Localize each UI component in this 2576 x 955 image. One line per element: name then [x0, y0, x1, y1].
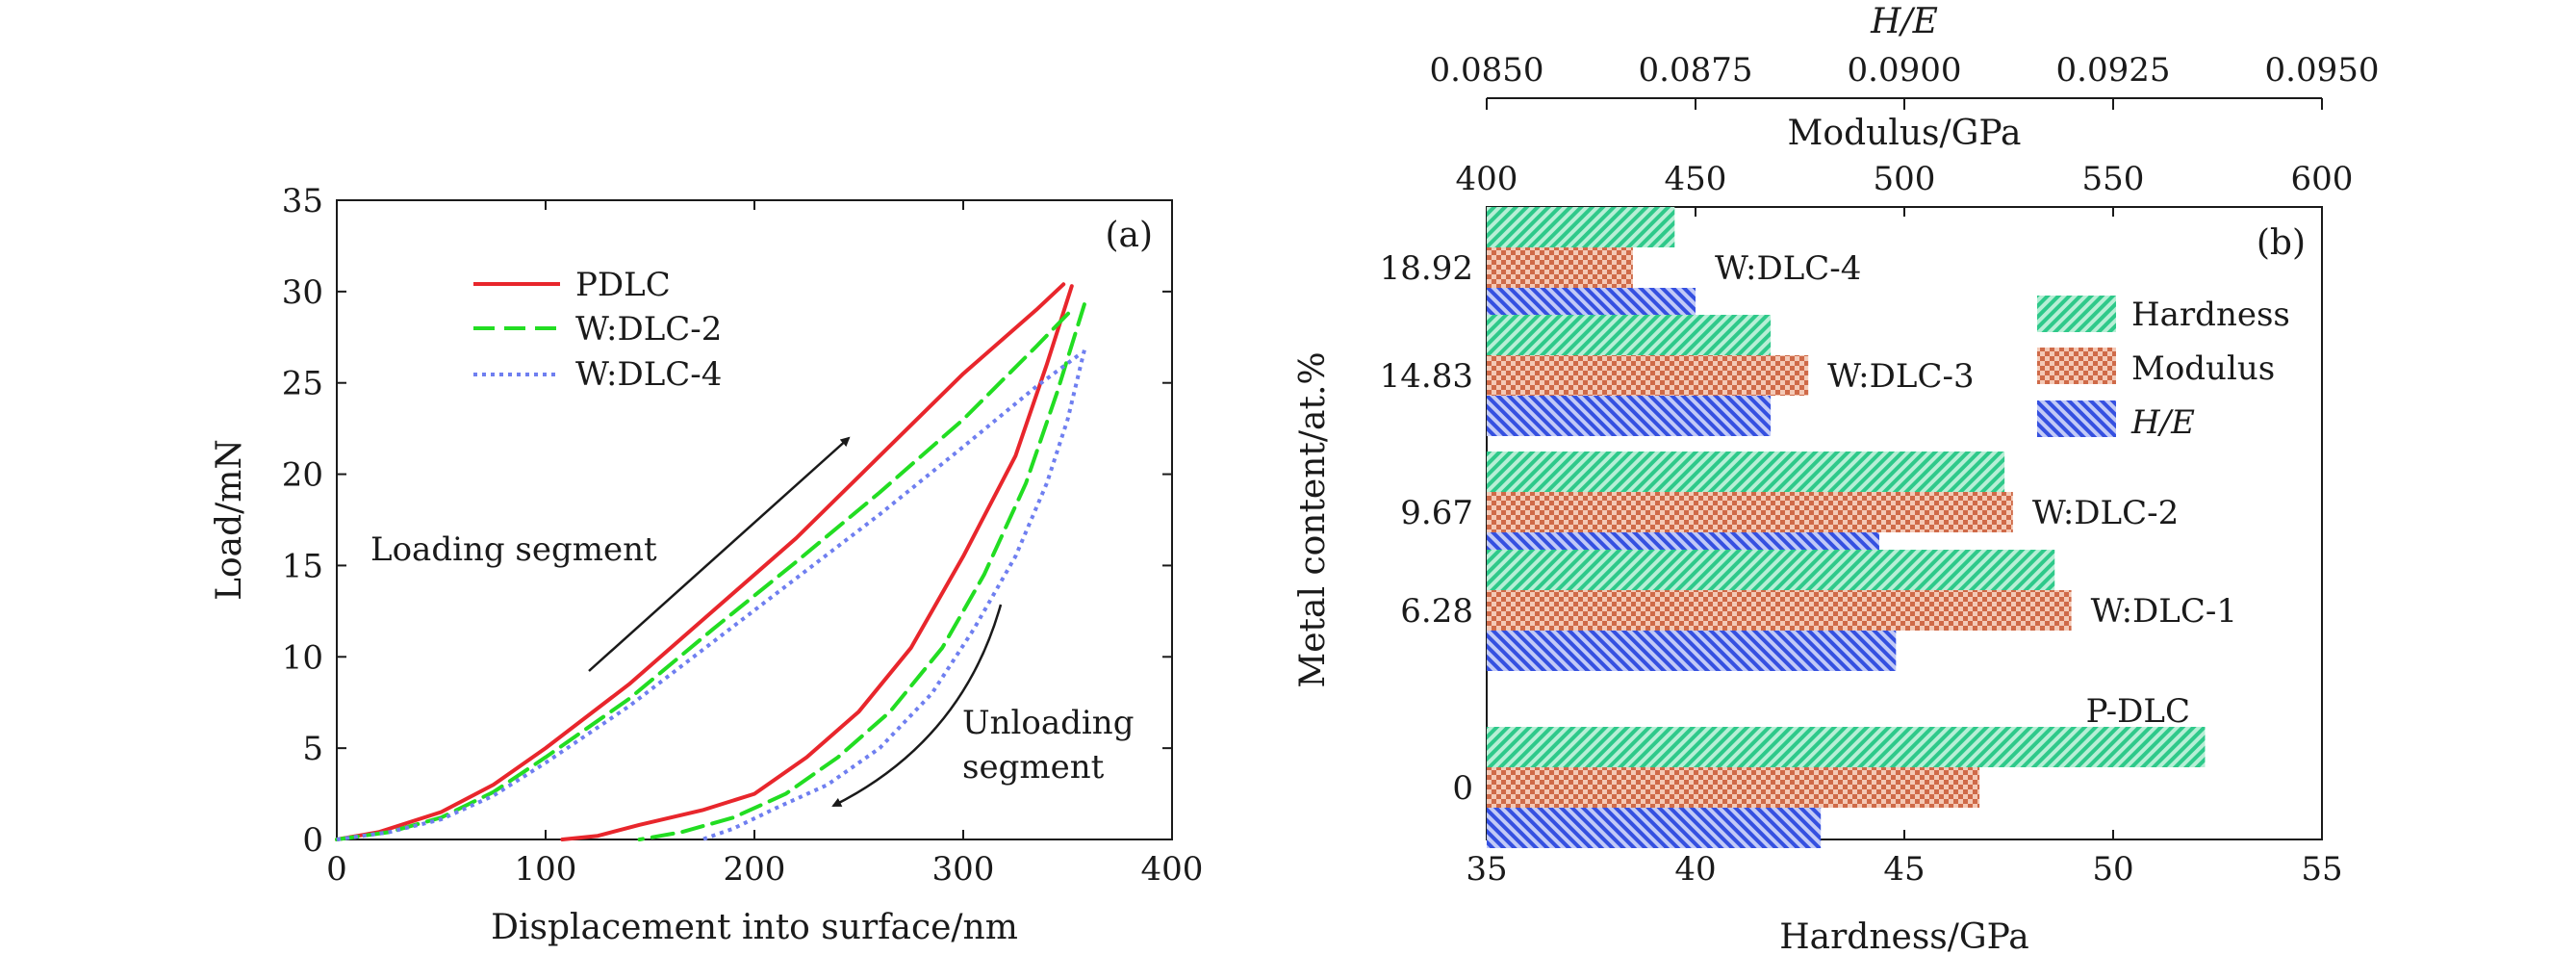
panel-b-modulus-axis-label: Modulus/GPa [1788, 114, 2022, 153]
bar-he-1 [1487, 396, 1772, 436]
he-tick-label: 0.0925 [2056, 51, 2171, 90]
y-tick-label: 25 [282, 365, 323, 403]
sample-label: W:DLC-3 [1827, 357, 1974, 396]
panel-a-plot-frame [336, 199, 1173, 840]
category-tick-label: 0 [1452, 769, 1473, 808]
modulus-tick-label: 600 [2291, 160, 2354, 198]
bar-hardness-4 [1487, 727, 2206, 767]
category-tick-label: 9.67 [1400, 494, 1473, 532]
panel-b-he-axis-label: H/E [1870, 2, 1938, 41]
panel-b-legend: Hardness Modulus H/E [2037, 296, 2290, 442]
bar-he-4 [1487, 808, 1822, 848]
legend-swatch-he [2037, 400, 2116, 437]
category-tick-label: 6.28 [1400, 592, 1473, 631]
modulus-tick-label: 500 [1874, 160, 1936, 198]
loading-arrow [588, 436, 851, 672]
series-w-dlc-4-loading-curve [336, 353, 1080, 841]
panel-a-label: (a) [1105, 216, 1153, 255]
legend-label-pdlc: PDLC [575, 266, 671, 304]
y-tick-label: 35 [282, 182, 323, 220]
legend-swatch-hardness [2037, 296, 2116, 332]
legend-label-wdlc4: W:DLC-4 [575, 355, 722, 394]
legend-label-hardness: Hardness [2131, 296, 2290, 334]
panel-b-bars: W:DLC-4 W:DLC-3 W:DLC-2 W:DLC-1 P-DLC [1487, 207, 2237, 848]
x-tick-label: 0 [326, 850, 347, 889]
y-tick-label: 10 [282, 638, 323, 677]
unloading-label-line1: Unloading [962, 704, 1134, 742]
loading-segment-label: Loading segment [370, 530, 657, 569]
he-tick-label: 0.0850 [1430, 51, 1544, 90]
x-tick-label: 400 [1141, 850, 1204, 889]
panel-a-legend: PDLC W:DLC-2 W:DLC-4 [473, 266, 722, 394]
x-tick-label: 100 [515, 850, 577, 889]
he-tick-label: 0.0875 [1639, 51, 1753, 90]
panel-a-series [335, 282, 1086, 841]
category-tick-label: 18.92 [1380, 249, 1473, 288]
bar-modulus-2 [1487, 492, 2013, 532]
y-tick-label: 5 [302, 730, 323, 768]
unloading-label-line2: segment [962, 748, 1105, 787]
hardness-tick-label: 45 [1883, 850, 1925, 889]
panel-a-x-axis-label: Displacement into surface/nm [491, 908, 1018, 947]
bar-modulus-1 [1487, 355, 1809, 396]
bar-hardness-0 [1487, 207, 1675, 247]
panel-b-metal-content-bars: 35 40 45 50 55 400 450 500 550 600 0.0850 0.0875 0.0… [1293, 2, 2379, 955]
hardness-tick-label: 40 [1674, 850, 1716, 889]
series-pdlc-unloading-curve [560, 284, 1074, 841]
modulus-tick-label: 450 [1665, 160, 1727, 198]
panel-b-bottom-axis-label: Hardness/GPa [1779, 917, 2029, 955]
unloading-arrow [831, 604, 1003, 808]
sample-label: W:DLC-1 [2091, 592, 2237, 631]
y-tick-label: 15 [282, 547, 323, 585]
category-tick-label: 14.83 [1380, 357, 1473, 396]
bar-modulus-3 [1487, 590, 2072, 631]
series-w-dlc-2-unloading-curve [637, 302, 1086, 841]
legend-label-he: H/E [2130, 403, 2195, 442]
y-tick-label: 30 [282, 273, 323, 312]
legend-swatch-modulus [2037, 348, 2116, 384]
modulus-tick-label: 550 [2082, 160, 2145, 198]
y-tick-label: 0 [302, 821, 323, 860]
bar-hardness-2 [1487, 452, 2005, 492]
sample-label: P-DLC [2086, 692, 2190, 731]
panel-a-load-displacement: 0 100 200 300 400 0 5 10 15 20 25 30 35 (a) Displace… [210, 182, 1203, 947]
legend-label-wdlc2: W:DLC-2 [575, 310, 722, 348]
panel-b-y-axis-label: Metal content/at.% [1293, 351, 1333, 687]
bar-hardness-3 [1487, 550, 2055, 590]
y-tick-label: 20 [282, 456, 323, 495]
x-tick-label: 200 [724, 850, 786, 889]
series-pdlc-loading-curve [335, 282, 1066, 841]
bar-hardness-1 [1487, 315, 1772, 355]
bar-he-3 [1487, 631, 1897, 671]
he-tick-label: 0.0900 [1848, 51, 1962, 90]
hardness-tick-label: 50 [2092, 850, 2133, 889]
panel-b-label: (b) [2257, 223, 2306, 263]
panel-a-ticks: 0 100 200 300 400 0 5 10 15 20 25 30 35 [282, 182, 1204, 889]
series-w-dlc-4-unloading-curve [701, 349, 1086, 841]
legend-label-modulus: Modulus [2131, 349, 2275, 388]
x-tick-label: 300 [932, 850, 995, 889]
sample-label: W:DLC-4 [1715, 249, 1861, 288]
panel-a-y-axis-label: Load/mN [210, 439, 249, 601]
modulus-tick-label: 400 [1456, 160, 1518, 198]
bar-modulus-0 [1487, 247, 1633, 288]
he-tick-label: 0.0950 [2265, 51, 2380, 90]
bar-modulus-4 [1487, 767, 1980, 808]
hardness-tick-label: 35 [1466, 850, 1507, 889]
sample-label: W:DLC-2 [2032, 494, 2179, 532]
hardness-tick-label: 55 [2301, 850, 2342, 889]
